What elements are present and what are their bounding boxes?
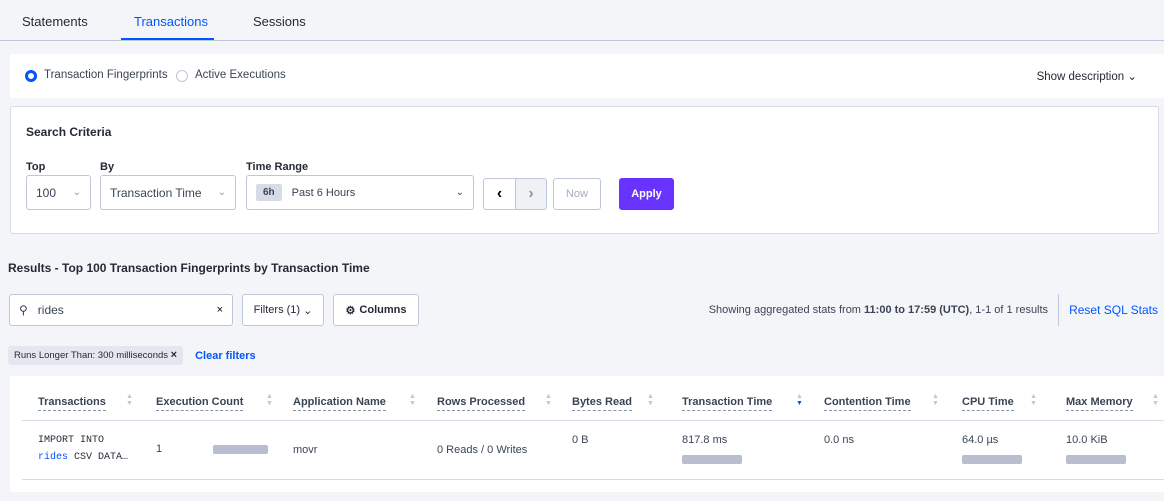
column-header-transaction-time[interactable]: Transaction Time: [682, 396, 773, 411]
stats-bar: Showing aggregated stats from 11:00 to 1…: [709, 294, 1158, 326]
column-header-contention-time[interactable]: Contention Time: [824, 396, 911, 411]
view-toggle-panel: Transaction Fingerprints Active Executio…: [10, 54, 1164, 98]
columns-label: Columns: [359, 304, 407, 316]
results-title: Results - Top 100 Transaction Fingerprin…: [8, 261, 370, 275]
apply-button[interactable]: Apply: [619, 178, 674, 210]
sort-icon[interactable]: ▲ ▼: [932, 393, 939, 407]
show-description-label: Show description: [1036, 71, 1125, 83]
search-criteria-title: Search Criteria: [26, 125, 112, 139]
tab-transactions[interactable]: Transactions: [134, 14, 208, 29]
transaction-time-bar: [682, 455, 742, 464]
radio-fingerprints-label[interactable]: Transaction Fingerprints: [44, 69, 168, 81]
time-range-value: Past 6 Hours: [291, 186, 356, 199]
search-icon: ⚲: [19, 303, 28, 317]
active-filters: Runs Longer Than: 300 milliseconds × Cle…: [8, 346, 256, 365]
top-value: 100: [36, 185, 57, 200]
bytes-read: 0 B: [572, 434, 589, 446]
chevron-left-icon: ‹: [496, 185, 503, 202]
gear-icon: ⚙: [345, 304, 356, 317]
stats-summary: Showing aggregated stats from 11:00 to 1…: [709, 304, 1048, 316]
radio-fingerprints[interactable]: [25, 70, 37, 82]
reset-sql-stats-link[interactable]: Reset SQL Stats: [1069, 303, 1158, 317]
tab-statements[interactable]: Statements: [22, 14, 88, 29]
contention-time: 0.0 ns: [824, 434, 854, 446]
tab-sessions[interactable]: Sessions: [253, 14, 306, 29]
by-label: By: [100, 161, 115, 173]
time-range-select[interactable]: 6h Past 6 Hours ⌄: [246, 175, 474, 210]
stats-range: 11:00 to 17:59 (UTC): [864, 304, 970, 316]
tab-bar: Statements Transactions Sessions: [0, 0, 1164, 41]
sort-icon[interactable]: ▲ ▼: [409, 393, 416, 407]
previous-range-button[interactable]: ‹: [483, 178, 516, 210]
max-memory: 10.0 KiB: [1066, 434, 1108, 446]
execution-count-bar: [213, 445, 268, 454]
next-range-button[interactable]: ›: [515, 178, 547, 210]
column-header-execution-count[interactable]: Execution Count: [156, 396, 244, 411]
sort-icon[interactable]: ▲ ▼: [1152, 393, 1159, 407]
sort-icon[interactable]: ▲ ▼: [1030, 393, 1037, 407]
execution-count: 1: [156, 443, 163, 455]
chevron-down-icon: ⌄: [1127, 71, 1137, 83]
filter-chip: Runs Longer Than: 300 milliseconds ×: [8, 346, 184, 365]
stats-suffix: , 1-1 of 1 results: [969, 304, 1049, 316]
application-name: movr: [293, 444, 318, 456]
top-label: Top: [26, 161, 46, 173]
cpu-time: 64.0 µs: [962, 434, 999, 446]
remove-filter-icon[interactable]: ×: [170, 349, 178, 361]
sort-icon[interactable]: ▲ ▼: [266, 393, 273, 407]
row-divider: [22, 479, 1164, 480]
chevron-right-icon: ›: [528, 185, 534, 202]
search-value: rides: [37, 303, 64, 317]
top-select[interactable]: 100 ⌄: [26, 175, 91, 210]
sort-desc-icon[interactable]: ▲ ▼: [796, 393, 803, 407]
sort-icon[interactable]: ▲ ▼: [545, 393, 552, 407]
transaction-time: 817.8 ms: [682, 434, 728, 446]
cpu-time-bar: [962, 455, 1022, 464]
column-header-application-name[interactable]: Application Name: [293, 396, 386, 411]
filters-button[interactable]: Filters (1) ⌄: [242, 294, 324, 326]
column-header-max-memory[interactable]: Max Memory: [1066, 396, 1133, 411]
column-header-cpu-time[interactable]: CPU Time: [962, 396, 1014, 411]
radio-active-executions-label[interactable]: Active Executions: [195, 69, 286, 81]
header-divider: [22, 420, 1164, 421]
time-range-label: Time Range: [246, 161, 309, 173]
stats-prefix: Showing aggregated stats from: [708, 304, 865, 316]
column-header-bytes-read[interactable]: Bytes Read: [572, 396, 632, 411]
clear-filters-link[interactable]: Clear filters: [195, 349, 256, 362]
column-header-rows-processed[interactable]: Rows Processed: [437, 396, 526, 411]
now-button[interactable]: Now: [553, 178, 601, 210]
transaction-text: IMPORT INTO: [38, 435, 105, 446]
transaction-link[interactable]: IMPORT INTO rides CSV DATA…: [38, 432, 128, 466]
columns-button[interactable]: ⚙ Columns: [333, 294, 419, 326]
show-description-toggle[interactable]: Show description ⌄: [1037, 69, 1137, 83]
divider: [1058, 294, 1060, 326]
chevron-down-icon: ⌄: [72, 187, 81, 198]
search-input[interactable]: ⚲ rides ×: [9, 294, 233, 326]
radio-active-executions[interactable]: [176, 70, 188, 82]
clear-search-icon[interactable]: ×: [216, 304, 223, 316]
sort-icon[interactable]: ▲ ▼: [647, 393, 654, 407]
time-range-badge: 6h: [256, 184, 282, 201]
search-criteria-panel: Search Criteria Top 100 ⌄ By Transaction …: [10, 106, 1159, 234]
transaction-text-rest: CSV DATA…: [68, 452, 129, 463]
chevron-down-icon: ⌄: [455, 187, 464, 198]
search-highlight: rides: [38, 452, 69, 463]
chevron-down-icon: ⌄: [217, 187, 226, 198]
max-memory-bar: [1066, 455, 1126, 464]
chevron-down-icon: ⌄: [303, 304, 313, 317]
filter-chip-label: Runs Longer Than: 300 milliseconds: [14, 350, 169, 361]
by-value: Transaction Time: [110, 185, 202, 200]
rows-processed: 0 Reads / 0 Writes: [437, 444, 528, 456]
by-select[interactable]: Transaction Time ⌄: [100, 175, 236, 210]
filters-label: Filters (1): [253, 304, 301, 316]
transactions-table: Transactions ▲ ▼ Execution Count ▲ ▼ Applica…: [10, 376, 1164, 492]
sort-icon[interactable]: ▲ ▼: [126, 393, 133, 407]
column-header-transactions[interactable]: Transactions: [38, 396, 106, 411]
active-tab-underline: [121, 38, 214, 40]
